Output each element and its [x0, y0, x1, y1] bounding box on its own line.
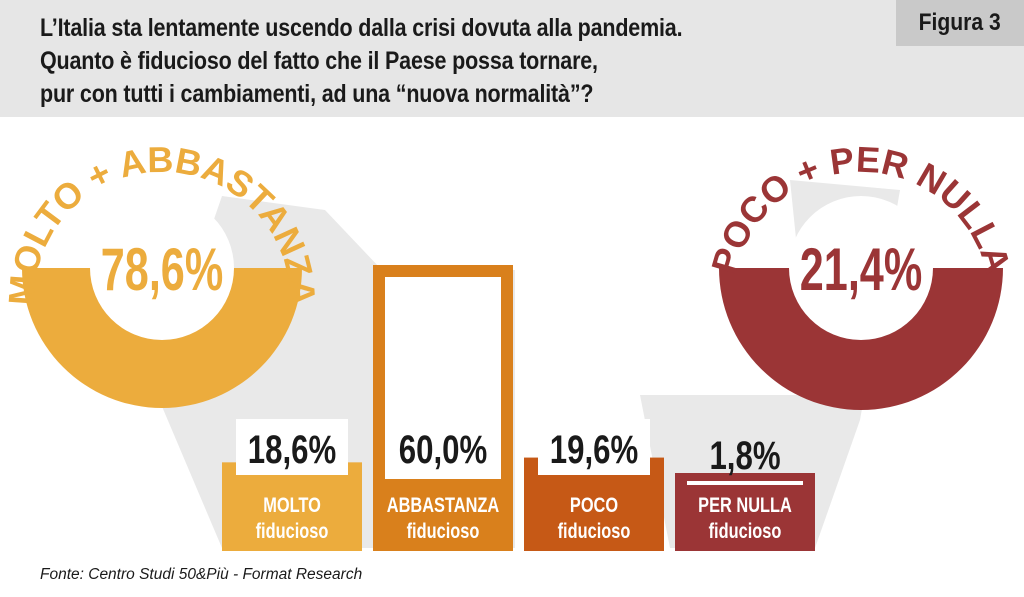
value-label-3: 1,8% [709, 433, 780, 478]
bar-top-line-3 [687, 481, 803, 485]
bar-texts: 18,6% MOLTO fiducioso 60,0% ABBASTANZA fiduci… [248, 427, 792, 542]
category-label-0-1: fiducioso [256, 519, 329, 542]
category-label-0-0: MOLTO [263, 493, 321, 516]
positive-group-value: 78,6% [101, 237, 223, 304]
value-label-2: 19,6% [550, 427, 638, 472]
source-note: Fonte: Centro Studi 50&Più - Format Rese… [40, 566, 363, 583]
negative-group-value: 21,4% [800, 237, 922, 304]
chart-title: L’Italia sta lentamente uscendo dalla cr… [40, 14, 683, 108]
figure-label: Figura 3 [896, 0, 1024, 46]
value-label-1: 60,0% [399, 427, 487, 472]
category-label-1-0: ABBASTANZA [387, 493, 500, 516]
positive-circle [90, 196, 234, 340]
negative-circle [789, 196, 933, 340]
category-label-3-1: fiducioso [709, 519, 782, 542]
value-label-0: 18,6% [248, 427, 336, 472]
category-label-1-1: fiducioso [407, 519, 480, 542]
bars [222, 265, 815, 551]
bar-inner-1 [385, 277, 501, 479]
header-band: L’Italia sta lentamente uscendo dalla cr… [0, 0, 1024, 117]
category-label-2-0: POCO [570, 493, 618, 516]
bar-3 [675, 473, 815, 551]
bar-0 [222, 462, 362, 551]
value-box-2 [538, 419, 650, 475]
category-label-3-0: PER NULLA [698, 493, 792, 516]
category-label-2-1: fiducioso [558, 519, 631, 542]
group-negative: POCO + PER NULLA 21,4% [703, 139, 1019, 410]
value-box-0 [236, 419, 348, 475]
